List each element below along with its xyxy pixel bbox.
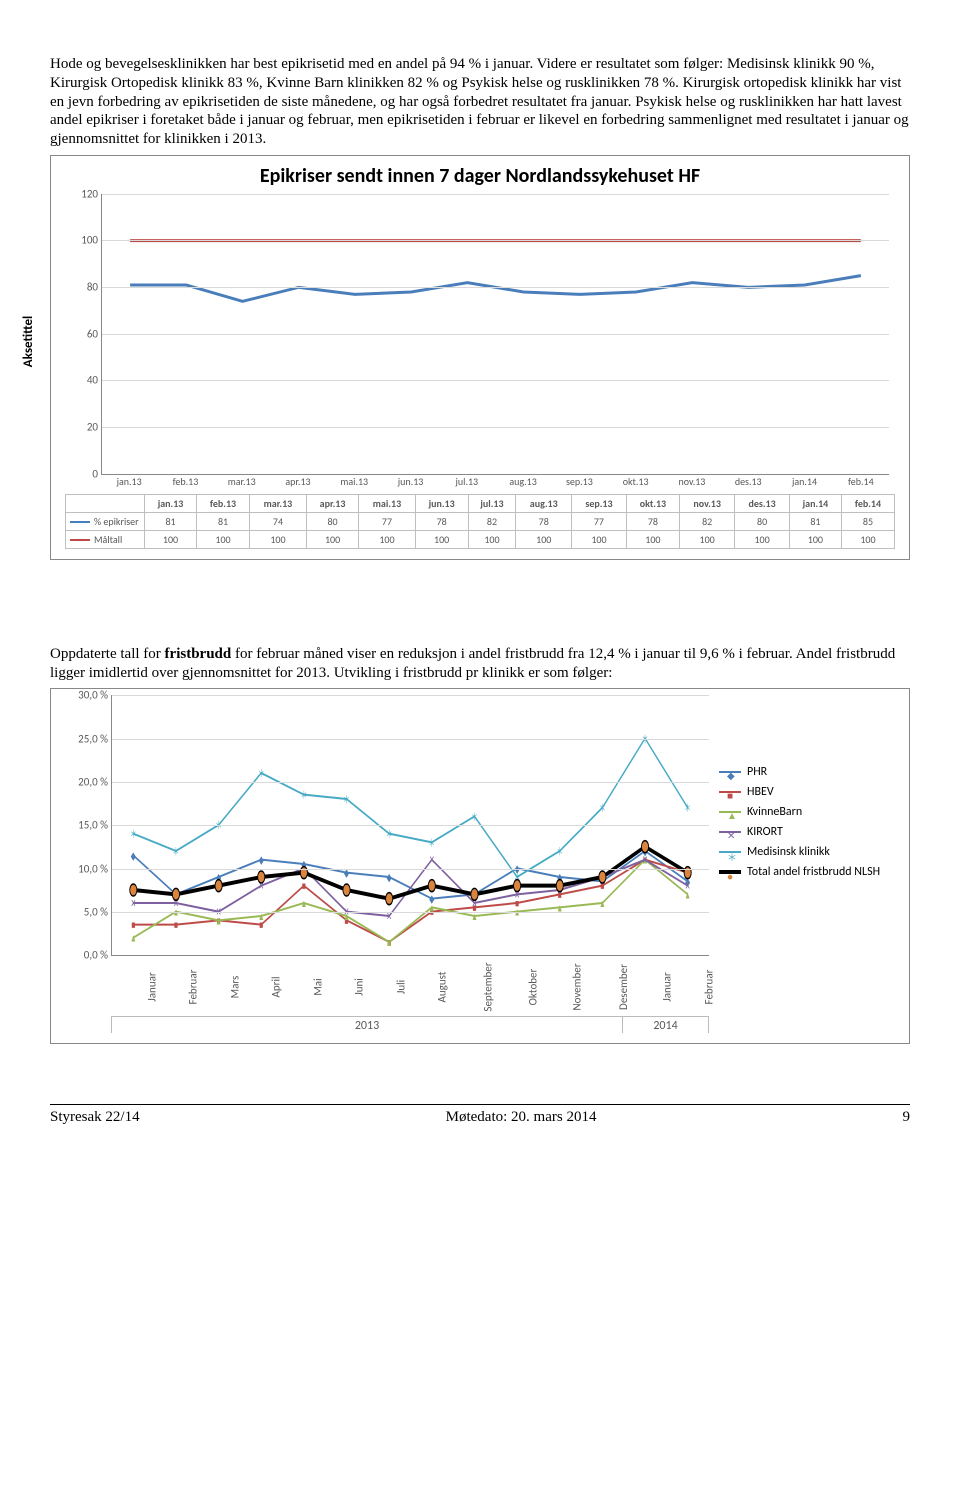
svg-text:＊: ＊ xyxy=(429,837,436,850)
svg-text:▲: ▲ xyxy=(429,902,436,915)
page-footer: Styresak 22/14 Møtedato: 20. mars 2014 9 xyxy=(50,1104,910,1126)
svg-text:✕: ✕ xyxy=(642,854,648,867)
chart1-ylabel: Aksetittel xyxy=(21,316,36,367)
svg-text:✕: ✕ xyxy=(685,880,691,893)
footer-right: 9 xyxy=(903,1109,911,1126)
chart2-year2: 2014 xyxy=(623,1016,709,1033)
chart1-data-table: jan.13feb.13mar.13apr.13mai.13jun.13jul.… xyxy=(65,494,895,549)
paragraph-2: Oppdaterte tall for fristbrudd for febru… xyxy=(50,645,910,683)
svg-text:＊: ＊ xyxy=(130,828,137,841)
svg-text:◆: ◆ xyxy=(387,872,392,885)
svg-text:＊: ＊ xyxy=(343,794,350,807)
chart1-title: Epikriser sendt innen 7 dager Nordlandss… xyxy=(61,164,899,188)
svg-text:＊: ＊ xyxy=(556,846,563,859)
chart2-year1: 2013 xyxy=(111,1016,623,1033)
svg-text:＊: ＊ xyxy=(599,802,606,815)
svg-text:▲: ▲ xyxy=(599,898,606,911)
svg-text:＊: ＊ xyxy=(386,828,393,841)
svg-text:✕: ✕ xyxy=(131,898,137,911)
chart2-year-row: 2013 2014 xyxy=(111,1016,709,1033)
svg-text:▲: ▲ xyxy=(130,932,137,945)
svg-text:◆: ◆ xyxy=(259,854,264,867)
svg-text:＊: ＊ xyxy=(684,802,691,815)
chart1-plot-area: 020406080100120 xyxy=(101,194,889,475)
footer-left: Styresak 22/14 xyxy=(50,1109,140,1126)
svg-text:＊: ＊ xyxy=(173,846,180,859)
svg-text:▲: ▲ xyxy=(556,902,563,915)
svg-text:▲: ▲ xyxy=(301,898,308,911)
footer-mid: Møtedato: 20. mars 2014 xyxy=(446,1109,597,1126)
svg-text:■: ■ xyxy=(131,919,135,932)
paragraph-1: Hode og bevegelsesklinikken har best epi… xyxy=(50,55,910,149)
chart-fristbrudd-box: ◆◆◆◆◆◆◆◆◆◆◆◆◆◆■■■■■■■■■■■■■■▲▲▲▲▲▲▲▲▲▲▲▲… xyxy=(50,688,910,1044)
svg-text:■: ■ xyxy=(174,919,178,932)
svg-text:＊: ＊ xyxy=(471,811,478,824)
chart1-xticks: jan.13feb.13mar.13apr.13mai.13jun.13jul.… xyxy=(101,475,889,488)
chart2-xlabels: JanuarFebruarMarsAprilMaiJuniJuliAugustS… xyxy=(111,960,709,1014)
svg-text:＊: ＊ xyxy=(258,768,265,781)
chart2-legend: ◆PHR■HBEV▲KvinneBarn✕KIRORT＊Medisinsk kl… xyxy=(709,695,899,1033)
chart2-plot-area: ◆◆◆◆◆◆◆◆◆◆◆◆◆◆■■■■■■■■■■■■■■▲▲▲▲▲▲▲▲▲▲▲▲… xyxy=(111,695,709,956)
chart-epikriser-box: Epikriser sendt innen 7 dager Nordlandss… xyxy=(50,155,910,560)
svg-text:▲: ▲ xyxy=(386,937,393,950)
svg-text:◆: ◆ xyxy=(131,850,136,863)
svg-text:✕: ✕ xyxy=(429,854,435,867)
svg-text:＊: ＊ xyxy=(301,789,308,802)
svg-text:■: ■ xyxy=(302,880,306,893)
